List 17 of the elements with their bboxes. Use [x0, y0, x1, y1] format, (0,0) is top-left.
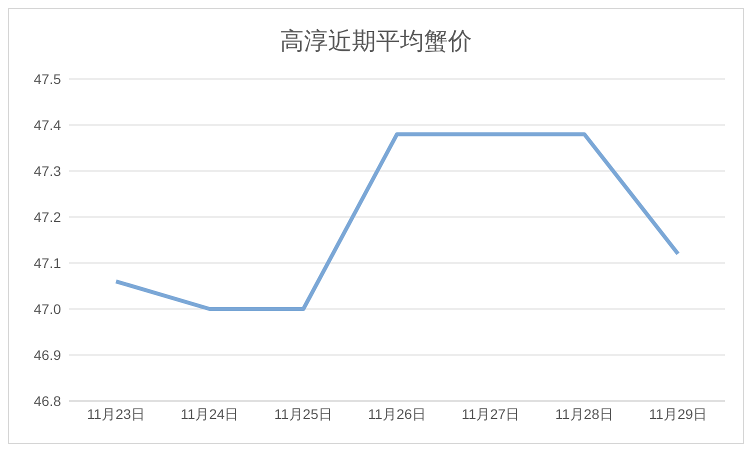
x-tick-label: 11月29日 — [648, 406, 708, 422]
y-tick-label: 47.0 — [34, 300, 62, 317]
x-tick-label: 11月26日 — [368, 406, 426, 422]
line-series — [114, 132, 680, 311]
y-tick-label: 46.8 — [34, 392, 62, 409]
y-tick-label: 47.1 — [34, 254, 62, 271]
x-tick-label: 11月25日 — [274, 406, 332, 422]
y-tick-label: 47.3 — [34, 162, 62, 179]
x-tick-label: 11月27日 — [462, 406, 520, 422]
y-tick-label: 47.4 — [34, 116, 62, 133]
y-tick-label: 47.5 — [34, 70, 62, 87]
y-tick-label: 47.2 — [34, 208, 62, 225]
x-tick-label: 11月24日 — [180, 406, 239, 422]
x-tick-label: 11月28日 — [555, 406, 614, 422]
y-tick-label: 46.9 — [34, 346, 62, 363]
x-tick-label: 11月23日 — [86, 406, 146, 422]
chart-title: 高淳近期平均蟹价 — [279, 27, 473, 55]
